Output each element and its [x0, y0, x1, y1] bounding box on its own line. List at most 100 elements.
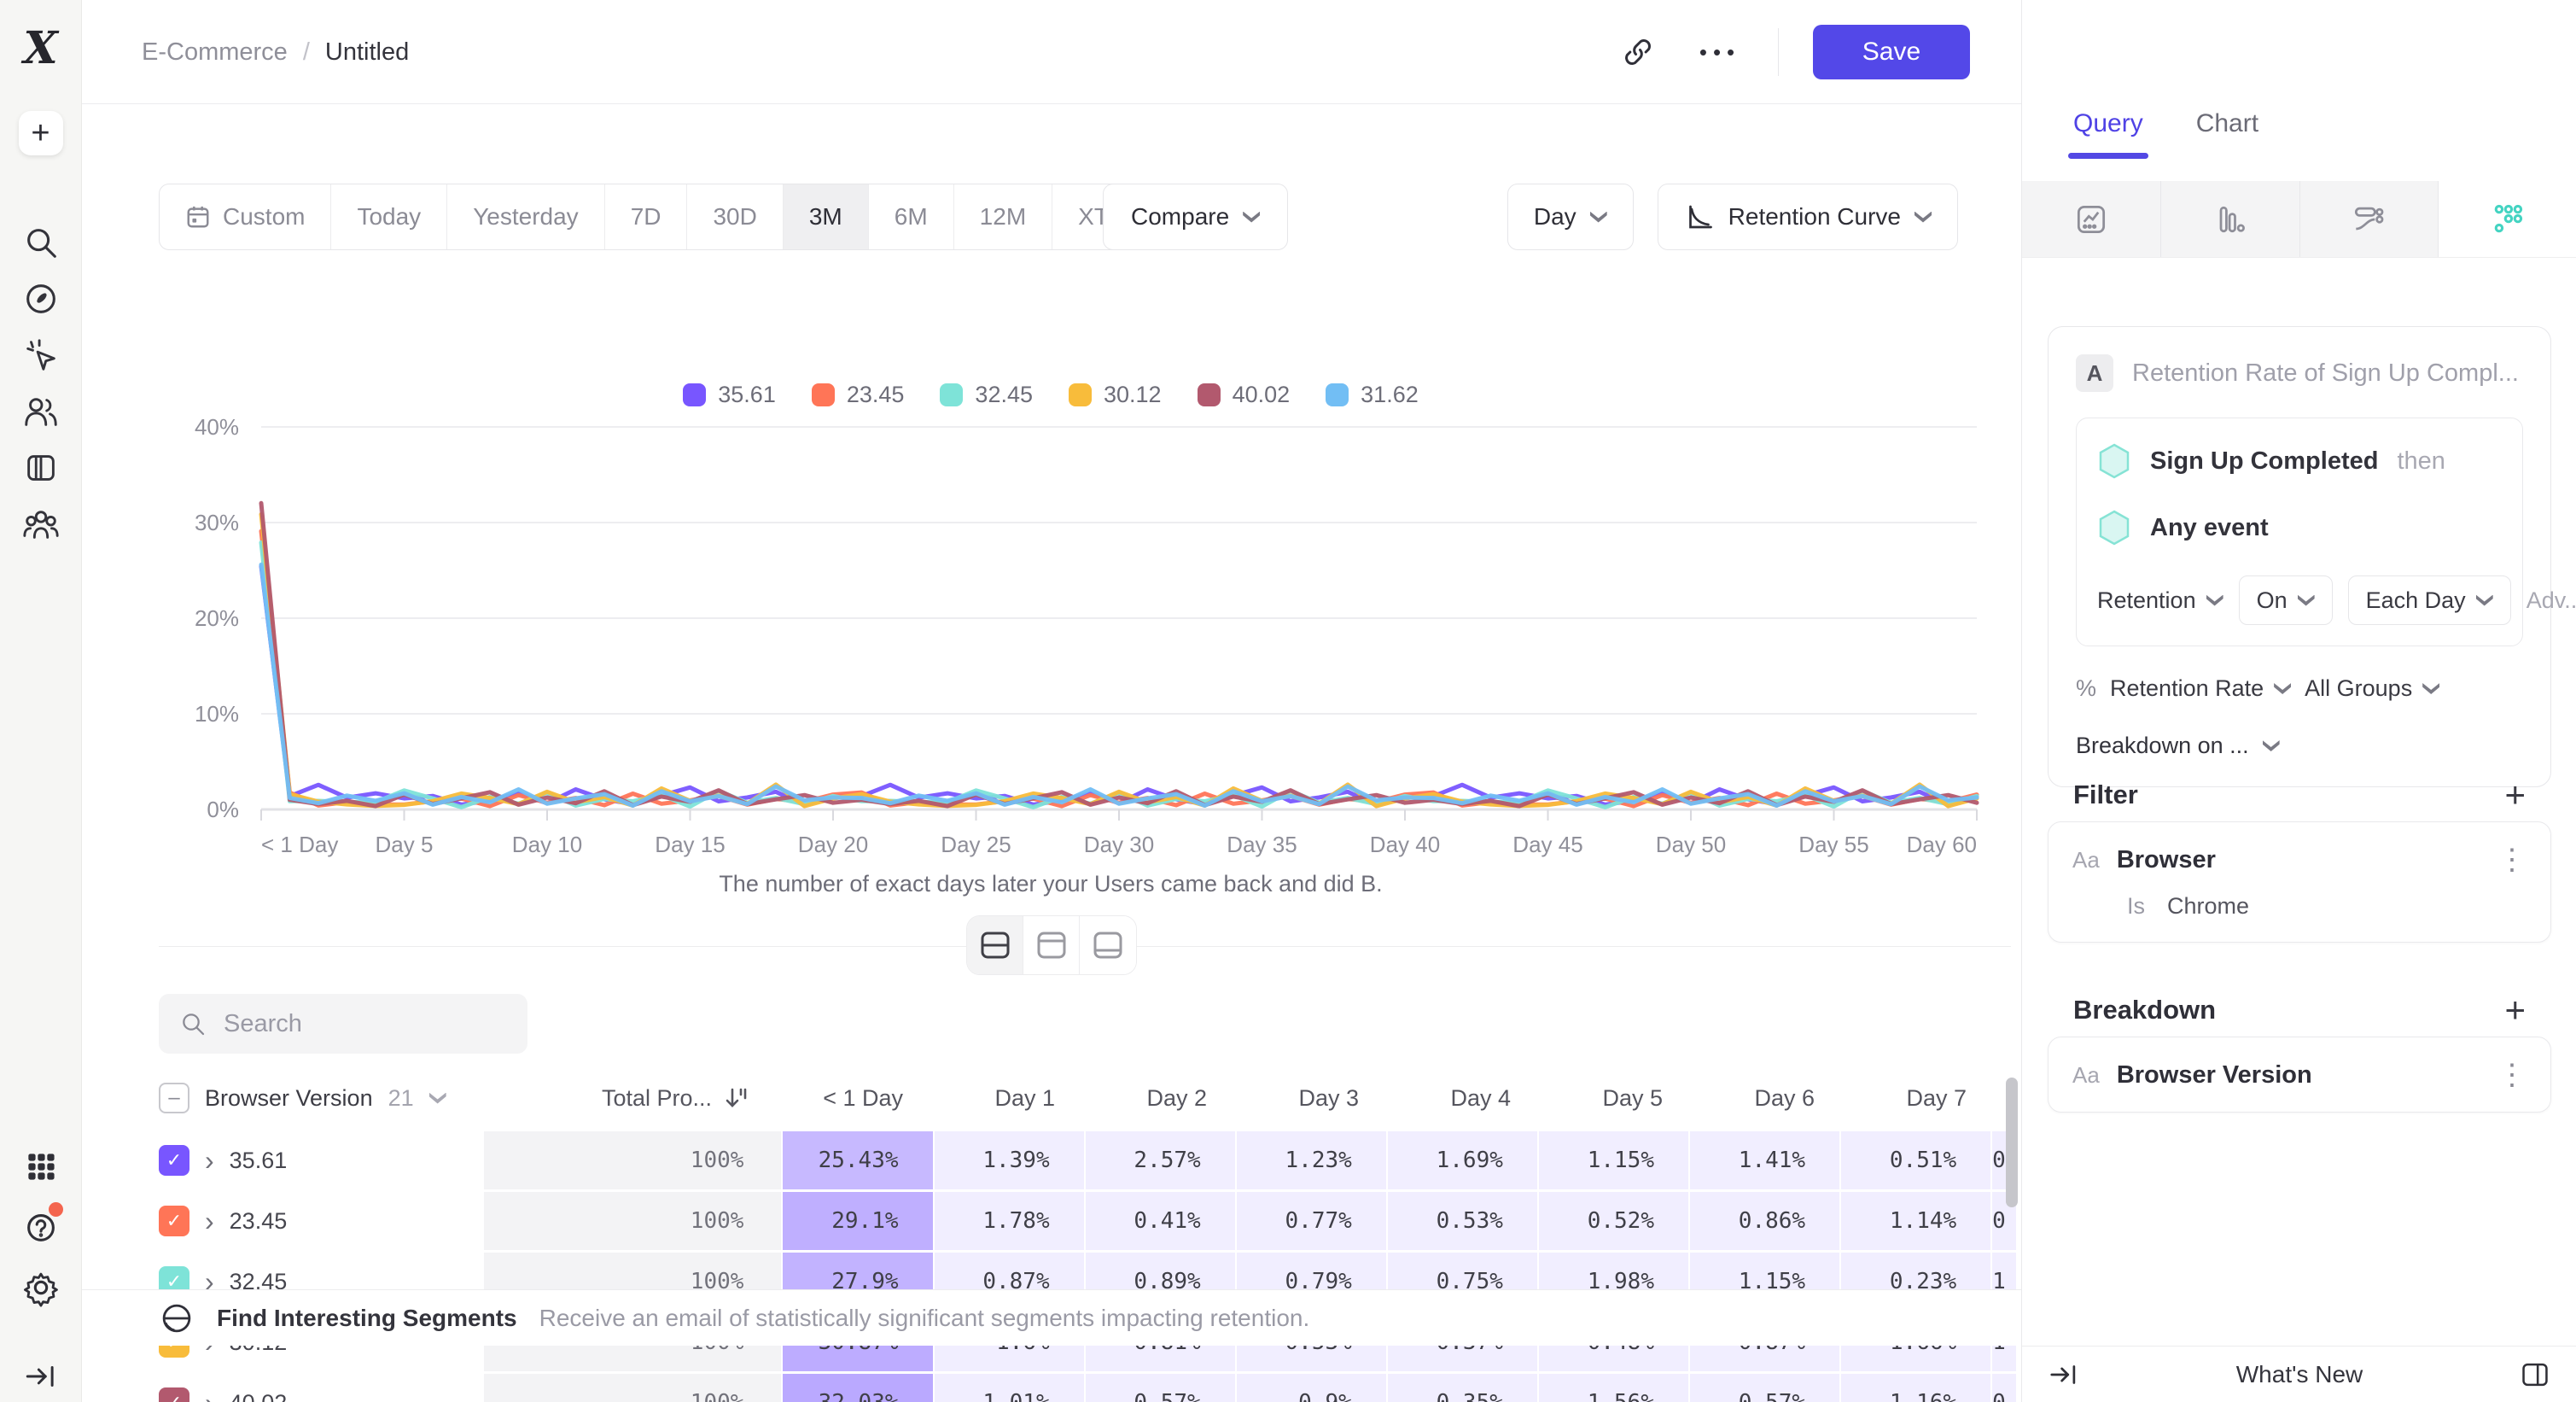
filter-value[interactable]: Chrome [2167, 893, 2250, 919]
row-expand-icon[interactable]: › [205, 1145, 214, 1176]
report-type-flows[interactable] [2299, 181, 2439, 257]
day-column-header[interactable]: Day 6 [1699, 1085, 1849, 1112]
add-filter-button[interactable]: + [2504, 774, 2526, 815]
date-range-label: 3M [808, 203, 842, 230]
chevron-down-icon [2297, 594, 2315, 606]
group-column-label[interactable]: Browser Version [205, 1084, 373, 1111]
more-options-button[interactable]: ••• [1696, 28, 1744, 76]
report-type-funnels[interactable] [2160, 181, 2300, 257]
date-range-6m[interactable]: 6M [869, 184, 954, 249]
query-title[interactable]: Retention Rate of Sign Up Compl... [2132, 359, 2519, 387]
date-range-30d[interactable]: 30D [687, 184, 784, 249]
legend-item-30.12[interactable]: 30.12 [1069, 382, 1162, 408]
event-row-first[interactable]: Sign Up Completed then [2097, 442, 2502, 480]
retention-value-cell: 0.35% [1387, 1374, 1537, 1402]
collapse-panel-icon[interactable] [2048, 1358, 2080, 1391]
legend-item-32.45[interactable]: 32.45 [940, 382, 1033, 408]
day-column-header[interactable]: Day 4 [1395, 1085, 1545, 1112]
day-column-header[interactable]: Day 1 [939, 1085, 1089, 1112]
groups-dropdown[interactable]: All Groups [2305, 675, 2440, 702]
legend-item-40.02[interactable]: 40.02 [1197, 382, 1290, 408]
sidebar-collapse-icon[interactable] [19, 1354, 63, 1399]
chevron-down-icon[interactable] [428, 1092, 446, 1104]
day-column-header[interactable]: Day 7 [1850, 1085, 2001, 1112]
date-range-7d[interactable]: 7D [605, 184, 688, 249]
breadcrumb-project[interactable]: E-Commerce [142, 38, 288, 66]
vertical-scrollbar[interactable] [2006, 1078, 2018, 1207]
day-column-label: Day 7 [1906, 1084, 1967, 1111]
total-header-cell[interactable]: Total Pro... [487, 1085, 785, 1112]
cohorts-icon[interactable] [19, 502, 63, 546]
settings-gear-icon[interactable] [19, 1265, 63, 1310]
whats-new-link[interactable]: What's New [2235, 1360, 2363, 1387]
granularity-dropdown[interactable]: Day [1507, 184, 1634, 250]
find-segments-link[interactable]: Find Interesting Segments [217, 1304, 517, 1331]
save-button[interactable]: Save [1813, 25, 1970, 79]
breakdown-property-row[interactable]: Aa Browser Version ⋮ [2072, 1058, 2526, 1091]
row-checkbox[interactable]: ✓ [159, 1206, 189, 1236]
date-range-yesterday[interactable]: Yesterday [447, 184, 605, 249]
chart-type-dropdown[interactable]: Retention Curve [1657, 184, 1958, 250]
copy-link-icon[interactable] [1614, 28, 1662, 76]
day-column-header[interactable]: Day 2 [1091, 1085, 1241, 1112]
boards-icon[interactable] [19, 446, 63, 490]
date-range-12m[interactable]: 12M [954, 184, 1053, 249]
date-range-today[interactable]: Today [331, 184, 448, 249]
legend-item-35.61[interactable]: 35.61 [683, 382, 776, 408]
layout-table-only-button[interactable] [1080, 916, 1136, 974]
date-range-3m[interactable]: 3M [783, 184, 869, 249]
breakdown-on-dropdown[interactable]: Breakdown on ... [2076, 733, 2523, 759]
select-all-checkbox[interactable]: – [159, 1083, 189, 1113]
row-expand-icon[interactable]: › [205, 1389, 214, 1402]
legend-item-23.45[interactable]: 23.45 [811, 382, 904, 408]
row-expand-icon[interactable]: › [205, 1266, 214, 1297]
help-icon[interactable] [19, 1202, 63, 1248]
sort-icon [726, 1088, 747, 1107]
retention-chart: 0% 10% 20% 30% 40% < 1 Day Day 5 Day 10 Day 15 Da… [150, 410, 2019, 876]
breakdown-property-name: Browser Version [2116, 1061, 2312, 1089]
filter-operator[interactable]: Is [2127, 893, 2146, 919]
retention-value-cell: 0.52% [1538, 1192, 1688, 1250]
advanced-dropdown[interactable]: Adv... [2526, 587, 2576, 614]
create-new-button[interactable]: + [18, 111, 63, 155]
layout-chart-only-button[interactable] [1023, 916, 1080, 974]
date-range-custom[interactable]: Custom [160, 184, 332, 249]
legend-item-31.62[interactable]: 31.62 [1326, 382, 1419, 408]
breadcrumb-report-title[interactable]: Untitled [324, 38, 410, 66]
filter-property-row[interactable]: Aa Browser ⋮ [2072, 843, 2526, 876]
row-checkbox[interactable]: ✓ [159, 1145, 189, 1176]
search-icon[interactable] [19, 220, 63, 265]
kebab-menu-icon[interactable]: ⋮ [2497, 843, 2526, 876]
report-type-insights[interactable] [2022, 181, 2161, 257]
day-column-header[interactable]: Day 3 [1243, 1085, 1393, 1112]
event-row-return[interactable]: Any event [2097, 509, 2502, 546]
legend-swatch [683, 383, 707, 406]
row-checkbox[interactable]: ✓ [159, 1387, 189, 1402]
legend-label: 31.62 [1361, 382, 1419, 407]
metric-dropdown[interactable]: Retention Rate [2110, 675, 2292, 702]
each-day-dropdown[interactable]: Each Day [2347, 575, 2511, 625]
on-dropdown[interactable]: On [2238, 575, 2333, 625]
side-panel-icon[interactable] [2519, 1358, 2551, 1391]
day-column-label: Day 6 [1754, 1084, 1815, 1111]
users-icon[interactable] [19, 389, 63, 434]
add-breakdown-button[interactable]: + [2504, 990, 2526, 1030]
report-type-retention[interactable] [2439, 181, 2576, 257]
tab-chart[interactable]: Chart [2195, 109, 2259, 137]
search-input[interactable] [224, 1009, 497, 1038]
mixpanel-logo-icon[interactable]: X [23, 22, 58, 74]
day-column-header[interactable]: < 1 Day [787, 1085, 937, 1112]
tab-query[interactable]: Query [2068, 109, 2148, 159]
apps-grid-icon[interactable] [19, 1144, 63, 1189]
kebab-menu-icon[interactable]: ⋮ [2497, 1058, 2526, 1091]
layout-split-button[interactable] [967, 916, 1023, 974]
line-chart-canvas[interactable]: 0% 10% 20% 30% 40% < 1 Day Day 5 Day 10 Day 15 Da… [150, 410, 2019, 876]
retention-type-dropdown[interactable]: Retention [2097, 587, 2223, 614]
compare-button[interactable]: Compare [1103, 184, 1289, 250]
discover-compass-icon[interactable] [19, 277, 63, 321]
events-cursor-icon[interactable] [19, 333, 63, 377]
row-expand-icon[interactable]: › [205, 1206, 214, 1236]
day-column-header[interactable]: Day 5 [1547, 1085, 1697, 1112]
legend-swatch [940, 383, 964, 406]
day-column-label: Day 4 [1450, 1084, 1511, 1111]
